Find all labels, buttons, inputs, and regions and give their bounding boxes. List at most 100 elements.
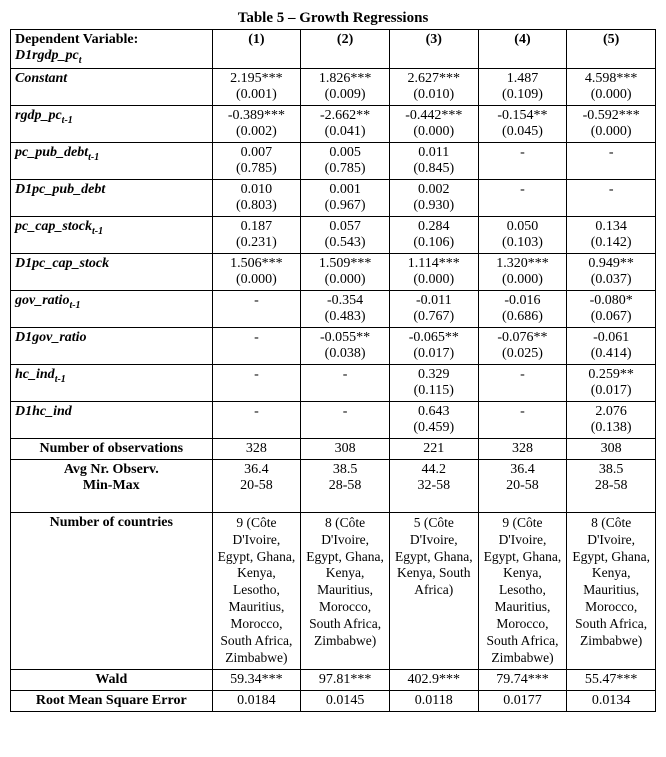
cell: 55.47*** bbox=[567, 669, 656, 690]
row-label: gov_ratiot-1 bbox=[11, 290, 213, 327]
cell: 79.74*** bbox=[478, 669, 567, 690]
table-row: D1gov_ratio - -0.055**(0.038) -0.065**(0… bbox=[11, 327, 656, 364]
cell: 0.005(0.785) bbox=[301, 142, 390, 179]
cell: 1.114***(0.000) bbox=[389, 253, 478, 290]
dep-var-line1: Dependent Variable: bbox=[15, 32, 138, 47]
table-row: D1pc_cap_stock 1.506***(0.000) 1.509***(… bbox=[11, 253, 656, 290]
cell: 308 bbox=[567, 438, 656, 459]
cell: -0.076**(0.025) bbox=[478, 327, 567, 364]
row-label: D1pc_pub_debt bbox=[11, 179, 213, 216]
col-head-1: (1) bbox=[212, 30, 301, 69]
cell: -0.592***(0.000) bbox=[567, 105, 656, 142]
cell: 0.011(0.845) bbox=[389, 142, 478, 179]
cell: 0.134(0.142) bbox=[567, 216, 656, 253]
dep-var-line2b: t bbox=[79, 55, 82, 66]
cell: 38.528-58 bbox=[301, 459, 390, 512]
cell: 0.0118 bbox=[389, 690, 478, 711]
row-label: D1hc_ind bbox=[11, 401, 213, 438]
wald-label: Wald bbox=[11, 669, 213, 690]
rmse-label: Root Mean Square Error bbox=[11, 690, 213, 711]
table-row: Wald 59.34*** 97.81*** 402.9*** 79.74***… bbox=[11, 669, 656, 690]
cell: 221 bbox=[389, 438, 478, 459]
table-row: Constant 2.195***(0.001) 1.826***(0.009)… bbox=[11, 68, 656, 105]
cell: 36.420-58 bbox=[478, 459, 567, 512]
cell: 97.81*** bbox=[301, 669, 390, 690]
table-row: hc_indt-1 - - 0.329(0.115) - 0.259**(0.0… bbox=[11, 364, 656, 401]
cell: 0.001(0.967) bbox=[301, 179, 390, 216]
cell: 1.506***(0.000) bbox=[212, 253, 301, 290]
countries-label: Number of countries bbox=[11, 512, 213, 669]
cell: 8 (Côte D'Ivoire, Egypt, Ghana, Kenya, M… bbox=[301, 512, 390, 669]
table-row: rgdp_pct-1 -0.389***(0.002) -2.662**(0.0… bbox=[11, 105, 656, 142]
cell: 2.076(0.138) bbox=[567, 401, 656, 438]
table-row: Number of observations 328 308 221 328 3… bbox=[11, 438, 656, 459]
row-label: D1gov_ratio bbox=[11, 327, 213, 364]
cell: 2.195***(0.001) bbox=[212, 68, 301, 105]
cell: 402.9*** bbox=[389, 669, 478, 690]
cell: - bbox=[301, 364, 390, 401]
cell: - bbox=[212, 327, 301, 364]
cell: - bbox=[478, 364, 567, 401]
cell: 44.232-58 bbox=[389, 459, 478, 512]
cell: -0.389***(0.002) bbox=[212, 105, 301, 142]
table-row: pc_pub_debtt-1 0.007(0.785) 0.005(0.785)… bbox=[11, 142, 656, 179]
table-row: D1pc_pub_debt 0.010(0.803) 0.001(0.967) … bbox=[11, 179, 656, 216]
cell: 1.487(0.109) bbox=[478, 68, 567, 105]
cell: 0.643(0.459) bbox=[389, 401, 478, 438]
table-row: gov_ratiot-1 - -0.354(0.483) -0.011(0.76… bbox=[11, 290, 656, 327]
dep-var-line2a: D1rgdp_pc bbox=[15, 48, 79, 63]
cell: 308 bbox=[301, 438, 390, 459]
cell: -0.061(0.414) bbox=[567, 327, 656, 364]
cell: -0.055**(0.038) bbox=[301, 327, 390, 364]
cell: 0.187(0.231) bbox=[212, 216, 301, 253]
table-row: Root Mean Square Error 0.0184 0.0145 0.0… bbox=[11, 690, 656, 711]
cell: 2.627***(0.010) bbox=[389, 68, 478, 105]
cell: 0.057(0.543) bbox=[301, 216, 390, 253]
cell: 9 (Côte D'Ivoire, Egypt, Ghana, Kenya, L… bbox=[478, 512, 567, 669]
row-label: Constant bbox=[11, 68, 213, 105]
cell: 59.34*** bbox=[212, 669, 301, 690]
cell: 1.826***(0.009) bbox=[301, 68, 390, 105]
cell: -0.154**(0.045) bbox=[478, 105, 567, 142]
cell: 8 (Côte D'Ivoire, Egypt, Ghana, Kenya, M… bbox=[567, 512, 656, 669]
cell: - bbox=[212, 290, 301, 327]
row-label: rgdp_pct-1 bbox=[11, 105, 213, 142]
table-row: pc_cap_stockt-1 0.187(0.231) 0.057(0.543… bbox=[11, 216, 656, 253]
col-head-5: (5) bbox=[567, 30, 656, 69]
cell: - bbox=[567, 179, 656, 216]
cell: - bbox=[478, 179, 567, 216]
col-head-3: (3) bbox=[389, 30, 478, 69]
cell: 0.0145 bbox=[301, 690, 390, 711]
row-label: pc_cap_stockt-1 bbox=[11, 216, 213, 253]
table-title: Table 5 – Growth Regressions bbox=[10, 10, 656, 27]
cell: -2.662**(0.041) bbox=[301, 105, 390, 142]
cell: 0.329(0.115) bbox=[389, 364, 478, 401]
row-label: hc_indt-1 bbox=[11, 364, 213, 401]
cell: - bbox=[478, 401, 567, 438]
cell: -0.442***(0.000) bbox=[389, 105, 478, 142]
cell: 0.284(0.106) bbox=[389, 216, 478, 253]
cell: 328 bbox=[478, 438, 567, 459]
regression-table: Dependent Variable: D1rgdp_pct (1) (2) (… bbox=[10, 29, 656, 712]
cell: 0.259**(0.017) bbox=[567, 364, 656, 401]
cell: - bbox=[567, 142, 656, 179]
cell: 4.598***(0.000) bbox=[567, 68, 656, 105]
cell: 9 (Côte D'Ivoire, Egypt, Ghana, Kenya, L… bbox=[212, 512, 301, 669]
table-row: Avg Nr. Observ.Min-Max 36.420-58 38.528-… bbox=[11, 459, 656, 512]
row-label: D1pc_cap_stock bbox=[11, 253, 213, 290]
col-head-4: (4) bbox=[478, 30, 567, 69]
cell: 0.0177 bbox=[478, 690, 567, 711]
cell: 38.528-58 bbox=[567, 459, 656, 512]
cell: 36.420-58 bbox=[212, 459, 301, 512]
cell: - bbox=[212, 364, 301, 401]
cell: - bbox=[212, 401, 301, 438]
cell: -0.016(0.686) bbox=[478, 290, 567, 327]
cell: 0.002(0.930) bbox=[389, 179, 478, 216]
table-row: Dependent Variable: D1rgdp_pct (1) (2) (… bbox=[11, 30, 656, 69]
nobs-label: Number of observations bbox=[11, 438, 213, 459]
cell: 0.0134 bbox=[567, 690, 656, 711]
cell: -0.354(0.483) bbox=[301, 290, 390, 327]
cell: 1.320***(0.000) bbox=[478, 253, 567, 290]
cell: - bbox=[301, 401, 390, 438]
col-head-2: (2) bbox=[301, 30, 390, 69]
